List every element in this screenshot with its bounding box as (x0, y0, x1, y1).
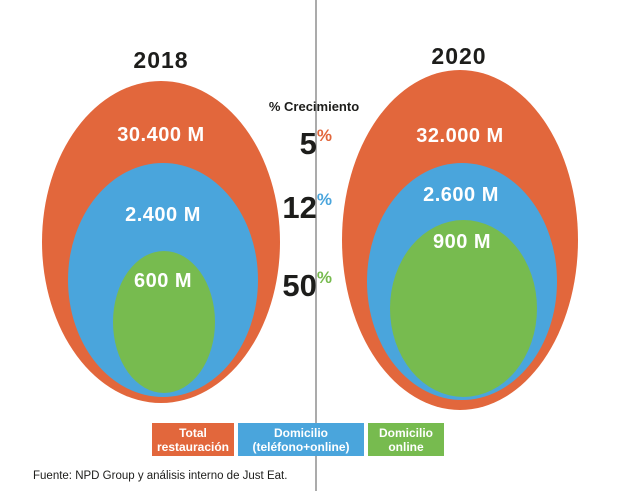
value-label-2020-domicilio: 2.600 M (423, 184, 499, 206)
growth-number-online: 50 (282, 268, 317, 303)
value-label-2020-total: 32.000 M (416, 125, 504, 147)
legend-label-line: (teléfono+online) (252, 439, 350, 454)
year-label-2020: 2020 (431, 43, 487, 69)
growth-heading: % Crecimiento (268, 99, 360, 114)
value-label-2018-total: 30.400 M (117, 124, 205, 146)
source-note: Fuente: NPD Group y análisis interno de … (33, 470, 288, 482)
value-label-2018-online: 600 M (133, 270, 193, 292)
growth-value-total: 5% (252, 126, 332, 159)
legend-item-domicilio-online: Domicilio online (368, 423, 444, 456)
legend-label-line: restauración (156, 439, 230, 454)
legend-label-line: online (388, 439, 424, 454)
legend-label-line: Domicilio (273, 425, 328, 440)
value-label-2020-online: 900 M (432, 231, 492, 253)
center-divider-line (315, 0, 317, 491)
legend-item-domicilio-telefono-online: Domicilio (teléfono+online) (238, 423, 364, 456)
ellipse-2018-domicilio-online (113, 251, 215, 393)
year-label-2018: 2018 (133, 47, 189, 73)
value-label-2018-domicilio: 2.400 M (125, 204, 201, 226)
ellipse-2020-domicilio-online (390, 220, 537, 397)
legend: Total restauración Domicilio (teléfono+o… (0, 423, 622, 456)
growth-value-online: 50% (252, 268, 332, 301)
growth-number-domicilio: 12 (282, 190, 317, 225)
growth-number-total: 5 (299, 126, 317, 161)
legend-item-total-restauracion: Total restauración (152, 423, 234, 456)
growth-percent-sign-domicilio: % (316, 190, 332, 209)
legend-label-line: Domicilio (378, 425, 433, 440)
growth-percent-sign-total: % (316, 126, 332, 145)
legend-label-line: Total (179, 425, 207, 440)
growth-percent-sign-online: % (316, 268, 332, 287)
growth-value-domicilio: 12% (252, 190, 332, 223)
